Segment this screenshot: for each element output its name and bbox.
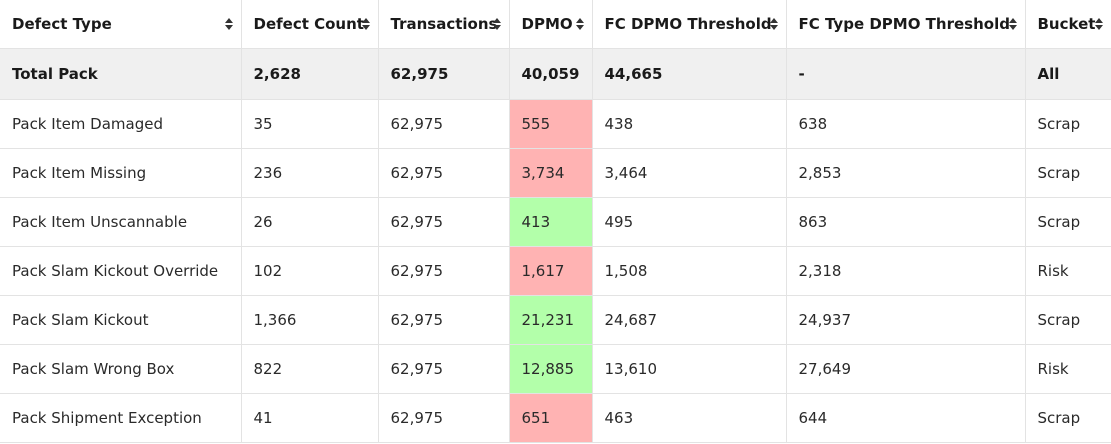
fc-type-dpmo-threshold-cell: 2,853 — [786, 148, 1026, 198]
fc-dpmo-threshold-cell: 13,610 — [592, 344, 787, 394]
total-fc-type-dpmo-threshold: - — [786, 48, 1026, 100]
table-body: Total Pack 2,628 62,975 40,059 44,665 - … — [0, 48, 1111, 443]
defect-type-cell: Pack Shipment Exception — [0, 393, 242, 443]
total-transactions: 62,975 — [378, 48, 510, 100]
sort-icon[interactable] — [492, 17, 501, 30]
column-header-bucket[interactable]: Bucket — [1025, 0, 1111, 49]
transactions-cell: 62,975 — [378, 295, 510, 345]
transactions-cell: 62,975 — [378, 197, 510, 247]
defect-count-cell: 41 — [241, 393, 379, 443]
table-row: Pack Item Unscannable 26 62,975 413 495 … — [0, 197, 1111, 247]
bucket-cell: Scrap — [1025, 295, 1111, 345]
sort-icon[interactable] — [224, 17, 233, 30]
transactions-cell: 62,975 — [378, 344, 510, 394]
transactions-cell: 62,975 — [378, 246, 510, 296]
total-defect-type: Total Pack — [0, 48, 242, 100]
column-header-label: Transactions — [390, 14, 498, 33]
bucket-cell: Scrap — [1025, 99, 1111, 149]
sort-icon[interactable] — [575, 17, 584, 30]
column-header-dpmo[interactable]: DPMO — [509, 0, 593, 49]
defect-type-cell: Pack Slam Kickout — [0, 295, 242, 345]
transactions-cell: 62,975 — [378, 393, 510, 443]
fc-type-dpmo-threshold-cell: 863 — [786, 197, 1026, 247]
defect-count-cell: 35 — [241, 99, 379, 149]
column-header-defect-count[interactable]: Defect Count — [241, 0, 379, 49]
fc-dpmo-threshold-cell: 463 — [592, 393, 787, 443]
defect-type-cell: Pack Item Missing — [0, 148, 242, 198]
dpmo-cell: 12,885 — [509, 344, 593, 394]
dpmo-cell: 555 — [509, 99, 593, 149]
defect-type-cell: Pack Item Unscannable — [0, 197, 242, 247]
table-row: Pack Slam Wrong Box 822 62,975 12,885 13… — [0, 344, 1111, 394]
column-header-fc-type-dpmo-threshold[interactable]: FC Type DPMO Threshold — [786, 0, 1026, 49]
total-fc-dpmo-threshold: 44,665 — [592, 48, 787, 100]
fc-dpmo-threshold-cell: 495 — [592, 197, 787, 247]
table-row: Pack Item Missing 236 62,975 3,734 3,464… — [0, 148, 1111, 198]
dpmo-cell: 413 — [509, 197, 593, 247]
defect-count-cell: 1,366 — [241, 295, 379, 345]
total-dpmo: 40,059 — [509, 48, 593, 100]
sort-icon[interactable] — [361, 17, 370, 30]
defect-count-cell: 236 — [241, 148, 379, 198]
bucket-cell: Scrap — [1025, 393, 1111, 443]
header-row: Defect Type Defect Count Transactions DP… — [0, 0, 1111, 49]
column-header-label: Defect Type — [12, 14, 112, 33]
defect-type-cell: Pack Slam Kickout Override — [0, 246, 242, 296]
bucket-cell: Scrap — [1025, 148, 1111, 198]
column-header-label: FC Type DPMO Threshold — [798, 14, 1010, 33]
column-header-fc-dpmo-threshold[interactable]: FC DPMO Threshold — [592, 0, 787, 49]
column-header-label: Bucket — [1037, 14, 1096, 33]
table-row: Pack Shipment Exception 41 62,975 651 46… — [0, 393, 1111, 443]
table-row: Pack Slam Kickout 1,366 62,975 21,231 24… — [0, 295, 1111, 345]
sort-icon[interactable] — [1008, 17, 1017, 30]
sort-icon[interactable] — [1095, 17, 1103, 30]
sort-icon[interactable] — [769, 17, 778, 30]
dpmo-cell: 651 — [509, 393, 593, 443]
bucket-cell: Risk — [1025, 344, 1111, 394]
total-bucket: All — [1025, 48, 1111, 100]
dpmo-cell: 3,734 — [509, 148, 593, 198]
fc-dpmo-threshold-cell: 1,508 — [592, 246, 787, 296]
bucket-cell: Risk — [1025, 246, 1111, 296]
table-row: Pack Slam Kickout Override 102 62,975 1,… — [0, 246, 1111, 296]
column-header-label: FC DPMO Threshold — [604, 14, 772, 33]
fc-type-dpmo-threshold-cell: 24,937 — [786, 295, 1026, 345]
transactions-cell: 62,975 — [378, 148, 510, 198]
table-row: Pack Item Damaged 35 62,975 555 438 638 … — [0, 99, 1111, 149]
fc-type-dpmo-threshold-cell: 638 — [786, 99, 1026, 149]
bucket-cell: Scrap — [1025, 197, 1111, 247]
defect-count-cell: 102 — [241, 246, 379, 296]
defect-count-cell: 822 — [241, 344, 379, 394]
dpmo-cell: 1,617 — [509, 246, 593, 296]
fc-type-dpmo-threshold-cell: 27,649 — [786, 344, 1026, 394]
defect-type-cell: Pack Item Damaged — [0, 99, 242, 149]
total-row: Total Pack 2,628 62,975 40,059 44,665 - … — [0, 48, 1111, 100]
column-header-label: DPMO — [521, 14, 573, 33]
fc-dpmo-threshold-cell: 438 — [592, 99, 787, 149]
defect-type-cell: Pack Slam Wrong Box — [0, 344, 242, 394]
column-header-label: Defect Count — [253, 14, 364, 33]
table-header: Defect Type Defect Count Transactions DP… — [0, 0, 1111, 49]
transactions-cell: 62,975 — [378, 99, 510, 149]
column-header-defect-type[interactable]: Defect Type — [0, 0, 242, 49]
column-header-transactions[interactable]: Transactions — [378, 0, 510, 49]
dpmo-cell: 21,231 — [509, 295, 593, 345]
fc-type-dpmo-threshold-cell: 644 — [786, 393, 1026, 443]
fc-type-dpmo-threshold-cell: 2,318 — [786, 246, 1026, 296]
fc-dpmo-threshold-cell: 3,464 — [592, 148, 787, 198]
defect-count-cell: 26 — [241, 197, 379, 247]
total-defect-count: 2,628 — [241, 48, 379, 100]
fc-dpmo-threshold-cell: 24,687 — [592, 295, 787, 345]
